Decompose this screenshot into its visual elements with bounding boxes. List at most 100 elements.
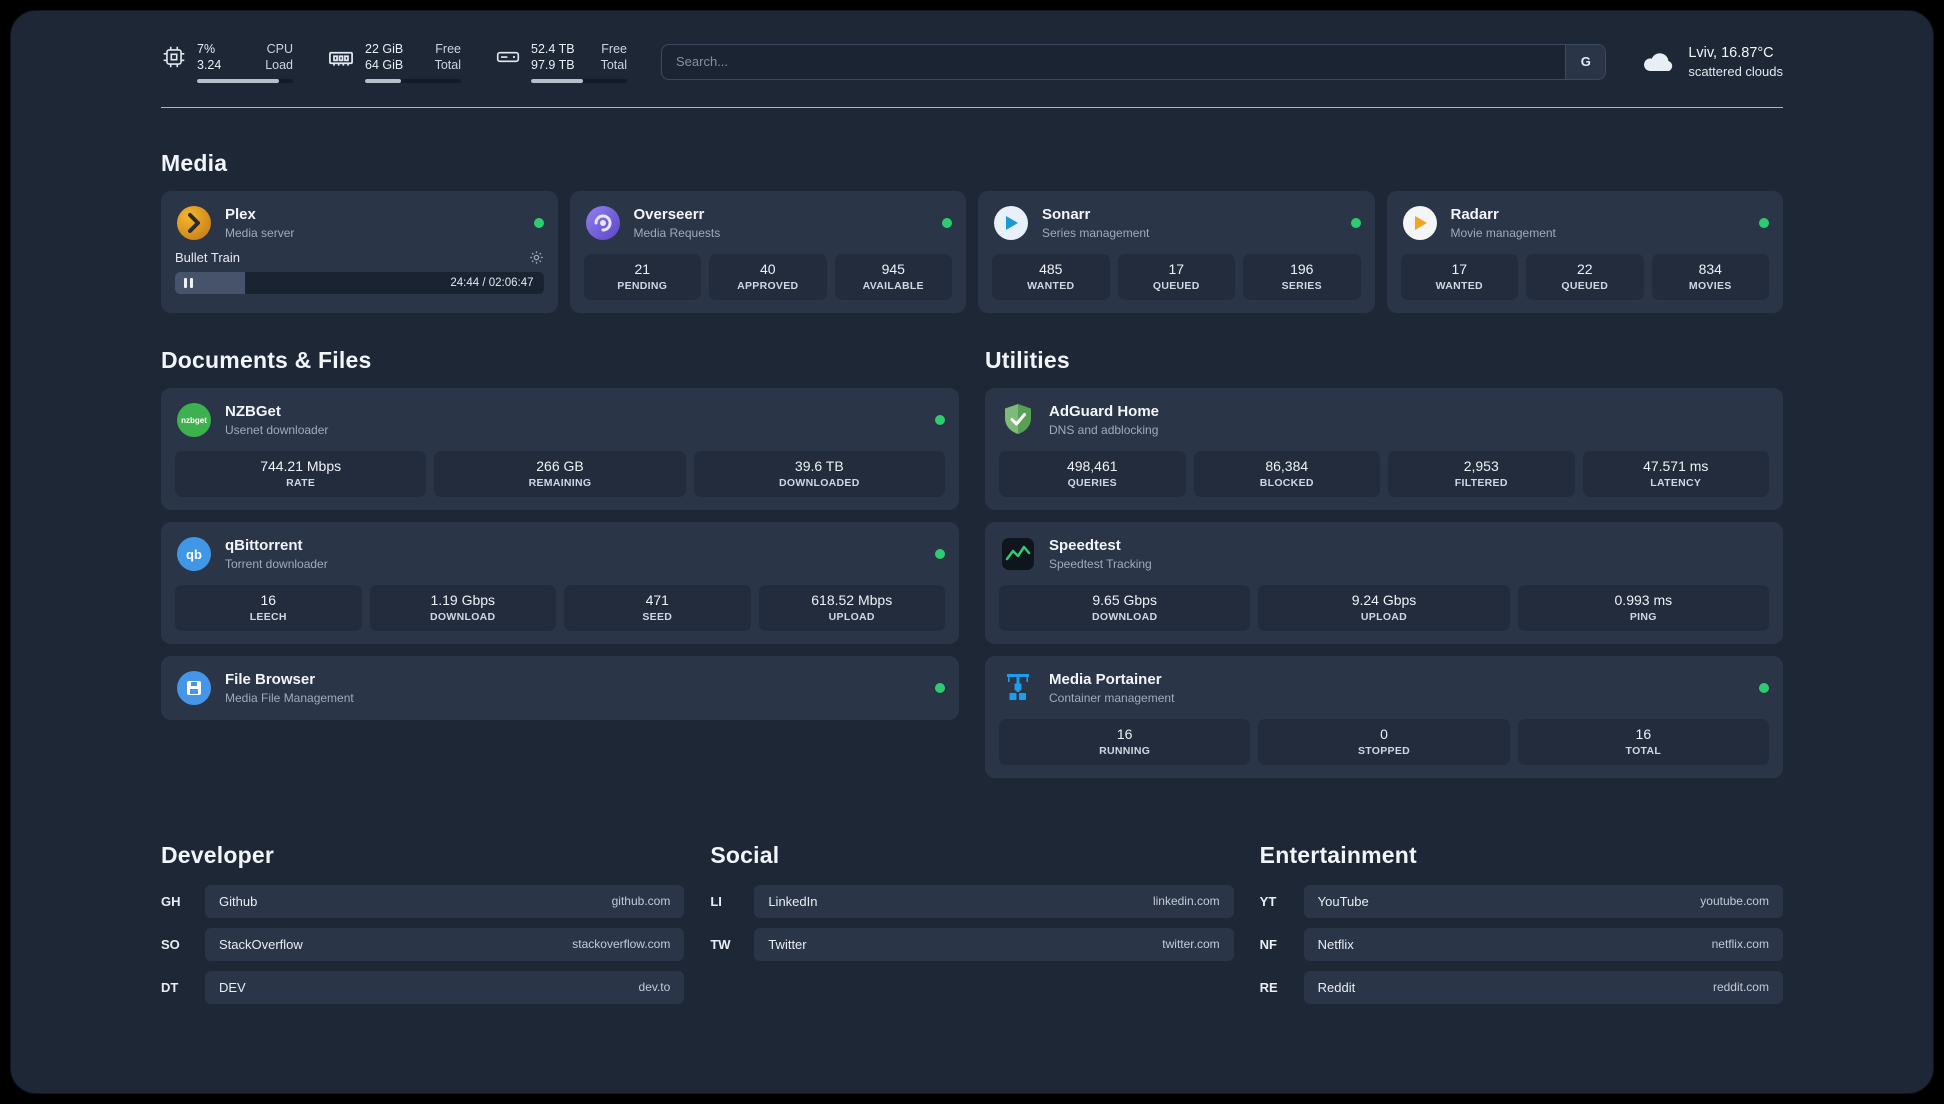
stat-tile-approved: 40 APPROVED	[709, 253, 827, 300]
overseerr-icon	[584, 204, 622, 242]
memory-progress-bar	[365, 78, 461, 83]
now-playing-title: Bullet Train	[175, 249, 241, 265]
plex-now-playing-widget: Bullet Train 24:44 / 02:06:47	[175, 250, 544, 294]
status-dot	[533, 217, 544, 228]
speedtest-icon	[999, 535, 1037, 573]
cloud-icon	[1640, 48, 1678, 76]
bookmark-reddit[interactable]: Reddit reddit.com	[1303, 970, 1783, 1004]
cpu-monitor: 7% CPU 3.24 Load	[161, 41, 293, 83]
settings-gear-icon[interactable]	[529, 250, 544, 265]
app-name: Speedtest	[1049, 536, 1121, 554]
app-card-nzbget[interactable]: nzbget NZBGet Usenet downloader 744.21 M…	[161, 387, 959, 510]
filebrowser-icon	[175, 669, 213, 707]
search-input[interactable]	[662, 44, 1566, 79]
app-card-overseerr[interactable]: Overseerr Media Requests 21 PENDING 40 A…	[569, 190, 966, 313]
app-subtitle: Media File Management	[225, 690, 354, 705]
section-title-utilities: Utilities	[985, 346, 1070, 373]
stat-tile-leech: 16 LEECH	[175, 584, 362, 631]
section-title-developer: Developer	[161, 841, 275, 868]
bookmark-abbr: LI	[710, 893, 722, 909]
stat-tile-upload: 618.52 Mbps UPLOAD	[758, 584, 945, 631]
playback-progress-fill	[175, 271, 245, 294]
cpu-usage-value: 7%	[197, 42, 216, 56]
weather-widget: Lviv, 16.87°C scattered clouds	[1640, 44, 1783, 79]
section-title-media: Media	[161, 149, 228, 176]
app-card-portainer[interactable]: Media Portainer Container management 16 …	[985, 655, 1783, 778]
svg-text:qb: qb	[186, 547, 202, 562]
portainer-icon	[999, 669, 1037, 707]
disk-progress-fill	[531, 78, 583, 83]
app-card-radarr[interactable]: Radarr Movie management 17 WANTED 22 QUE…	[1386, 190, 1783, 313]
bookmark-row: TW Twitter twitter.com	[710, 927, 1234, 961]
status-dot	[935, 414, 945, 425]
app-card-adguard[interactable]: AdGuard Home DNS and adblocking 498,461 …	[985, 387, 1783, 510]
bookmark-row: YT YouTube youtube.com	[1259, 884, 1783, 918]
search-engine-button[interactable]: G	[1565, 44, 1606, 79]
stat-tile-wanted: 485 WANTED	[992, 253, 1110, 300]
status-dot	[1759, 217, 1769, 228]
app-card-qbittorrent[interactable]: qb qBittorrent Torrent downloader 16 LEE…	[161, 521, 959, 644]
stat-tile-downloaded: 39.6 TB DOWNLOADED	[693, 450, 945, 497]
weather-condition: scattered clouds	[1688, 64, 1783, 80]
stat-tile-total: 16 TOTAL	[1517, 718, 1769, 765]
radarr-icon	[1401, 204, 1439, 242]
stat-tile-wanted: 17 WANTED	[1400, 253, 1518, 300]
stat-tile-rate: 744.21 Mbps RATE	[175, 450, 427, 497]
pause-icon[interactable]	[184, 277, 193, 288]
playback-progress-bar[interactable]: 24:44 / 02:06:47	[175, 271, 544, 294]
app-card-plex[interactable]: Plex Media server Bullet Train	[161, 190, 558, 313]
app-subtitle: Torrent downloader	[225, 556, 328, 571]
bookmark-row: DT DEV dev.to	[161, 970, 685, 1004]
bookmark-row: GH Github github.com	[161, 884, 685, 918]
status-dot	[1759, 682, 1769, 693]
bookmark-row: SO StackOverflow stackoverflow.com	[161, 927, 685, 961]
app-name: File Browser	[225, 670, 316, 688]
disk-icon	[495, 44, 521, 70]
qbittorrent-icon: qb	[175, 535, 213, 573]
bookmark-twitter[interactable]: Twitter twitter.com	[754, 927, 1234, 961]
section-title-entertainment: Entertainment	[1259, 841, 1417, 868]
memory-free-label: Free	[435, 42, 461, 56]
disk-free-label: Free	[601, 42, 627, 56]
disk-total-value: 97.9 TB	[531, 58, 575, 73]
disk-monitor: 52.4 TB Free 97.9 TB Total	[495, 41, 627, 83]
top-bar: 7% CPU 3.24 Load	[11, 11, 1933, 83]
bookmark-netflix[interactable]: Netflix netflix.com	[1303, 927, 1783, 961]
documents-column: Documents & Files nzbget NZBGet Usenet d	[161, 313, 959, 790]
weather-location-temp: Lviv, 16.87°C	[1688, 45, 1774, 62]
memory-free-value: 22 GiB	[365, 42, 404, 56]
bookmark-stackoverflow[interactable]: StackOverflow stackoverflow.com	[205, 927, 685, 961]
memory-total-label: Total	[434, 58, 461, 73]
cpu-icon	[161, 44, 187, 70]
stat-tile-available: 945 AVAILABLE	[834, 253, 952, 300]
plex-icon	[175, 204, 213, 242]
adguard-icon	[999, 401, 1037, 439]
stat-tile-queued: 22 QUEUED	[1526, 253, 1644, 300]
bookmark-abbr: NF	[1259, 936, 1277, 952]
app-card-filebrowser[interactable]: File Browser Media File Management	[161, 655, 959, 720]
bookmark-youtube[interactable]: YouTube youtube.com	[1303, 884, 1783, 918]
bookmark-group-social: Social LI LinkedIn linkedin.com TW Twitt…	[710, 790, 1234, 1014]
stat-tile-filtered: 2,953 FILTERED	[1388, 450, 1575, 497]
app-name: qBittorrent	[225, 536, 303, 554]
bookmark-row: LI LinkedIn linkedin.com	[710, 884, 1234, 918]
app-card-speedtest[interactable]: Speedtest Speedtest Tracking 9.65 Gbps D…	[985, 521, 1783, 644]
app-card-sonarr[interactable]: Sonarr Series management 485 WANTED 17 Q…	[978, 190, 1375, 313]
app-name: Plex	[225, 205, 256, 223]
cpu-progress-fill	[197, 78, 279, 83]
app-name: Media Portainer	[1049, 670, 1162, 688]
svg-text:nzbget: nzbget	[181, 416, 207, 425]
app-name: Radarr	[1450, 205, 1499, 223]
bookmark-dev[interactable]: DEV dev.to	[205, 970, 685, 1004]
dashboard-content: Media Plex	[11, 150, 1933, 1054]
stat-tile-stopped: 0 STOPPED	[1258, 718, 1510, 765]
bookmark-abbr: YT	[1259, 893, 1277, 909]
bookmark-github[interactable]: Github github.com	[205, 884, 685, 918]
bookmark-abbr: DT	[161, 979, 179, 995]
bookmark-group-entertainment: Entertainment YT YouTube youtube.com NF …	[1260, 790, 1783, 1014]
section-title-documents: Documents & Files	[161, 346, 372, 373]
memory-monitor: 22 GiB Free 64 GiB Total	[327, 41, 461, 83]
bookmark-abbr: TW	[710, 936, 731, 952]
stat-tile-queued: 17 QUEUED	[1117, 253, 1235, 300]
bookmark-linkedin[interactable]: LinkedIn linkedin.com	[754, 884, 1234, 918]
